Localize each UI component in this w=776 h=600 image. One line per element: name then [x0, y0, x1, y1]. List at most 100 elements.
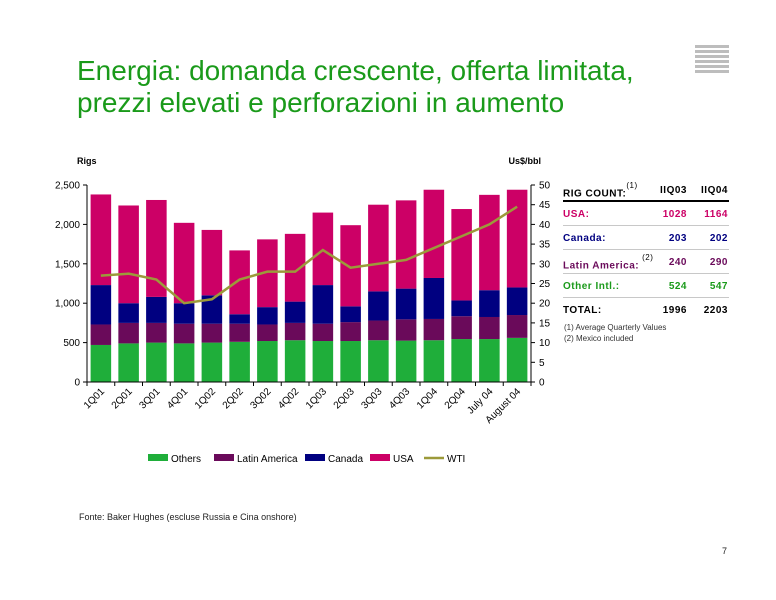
bar-latin-america — [229, 323, 250, 342]
bar-usa — [284, 233, 306, 302]
source-note: Fonte: Baker Hughes (escluse Russia e Ci… — [79, 512, 297, 522]
page-number: 7 — [722, 546, 728, 556]
bar-usa — [451, 209, 472, 301]
bar-latin-america — [506, 315, 528, 338]
y2-tick-label: 30 — [539, 259, 551, 270]
bar-others — [90, 344, 112, 382]
rig-count-header-note: (1) — [626, 181, 638, 190]
rig-count-note-2: (2) Mexico included — [564, 334, 634, 343]
x-tick-label: 4Q02 — [276, 386, 301, 411]
bar-latin-america — [201, 323, 223, 343]
legend-label: Latin America — [237, 454, 298, 465]
y-tick-label: 2,000 — [55, 220, 80, 231]
rig-count-header: RIG COUNT:(1) IIQ03 IIQ04 — [563, 178, 729, 202]
bar-canada — [451, 300, 472, 317]
bar-canada — [146, 296, 167, 323]
rig-count-row-v1: 1028 — [662, 209, 687, 220]
bar-usa — [90, 194, 112, 286]
bar-canada — [201, 295, 223, 324]
rig-count-row-v1: 203 — [668, 233, 687, 244]
x-tick-label: 1Q02 — [193, 386, 218, 411]
rig-count-total-v2: 2203 — [703, 305, 728, 316]
x-tick-label: 2Q01 — [110, 386, 135, 411]
y-tick-label: 0 — [74, 378, 80, 389]
legend-swatch-others — [148, 454, 168, 461]
bar-others — [506, 337, 528, 382]
bar-latin-america — [257, 324, 278, 342]
bar-canada — [312, 285, 334, 324]
bar-canada — [340, 306, 361, 323]
bar-canada — [368, 291, 389, 321]
rig-count-header-label: RIG COUNT: — [563, 188, 627, 200]
y-tick-label: 2,500 — [55, 181, 80, 192]
bar-latin-america — [368, 320, 389, 341]
logo-stripes-icon — [695, 45, 729, 75]
legend-swatch-canada — [305, 454, 325, 461]
rig-count-row-v2: 547 — [709, 281, 728, 292]
bar-canada — [479, 290, 500, 317]
bar-usa — [201, 229, 223, 296]
rig-count-row-v1: 524 — [668, 281, 687, 292]
rig-count-row: Canada: 203 202 — [563, 226, 729, 250]
x-tick-label: 3Q01 — [137, 386, 162, 411]
bar-latin-america — [423, 318, 445, 341]
y-tick-label: 500 — [63, 338, 80, 349]
bar-latin-america — [90, 324, 112, 345]
bar-others — [118, 343, 139, 382]
legend-label: WTI — [447, 454, 465, 465]
bar-canada — [257, 307, 278, 325]
bar-others — [451, 339, 472, 382]
legend-label: USA — [393, 454, 414, 465]
rig-count-table: RIG COUNT:(1) IIQ03 IIQ04 USA: 1028 1164 Ca… — [563, 178, 729, 321]
bar-usa — [229, 250, 250, 315]
x-tick-label: 4Q01 — [165, 386, 190, 411]
rig-count-row-v2: 202 — [709, 233, 728, 244]
bar-usa — [423, 189, 445, 278]
legend-label: Others — [171, 454, 201, 465]
bar-usa — [340, 225, 361, 307]
bar-latin-america — [312, 323, 334, 342]
bar-canada — [506, 287, 528, 316]
bar-canada — [284, 301, 306, 323]
bar-others — [479, 339, 500, 382]
rig-count-row-label: Other Intl.: — [563, 281, 620, 292]
bar-others — [201, 342, 223, 382]
x-tick-label: 3Q02 — [248, 386, 273, 411]
bar-latin-america — [118, 322, 139, 344]
bar-usa — [395, 200, 417, 289]
rig-count-total-label: TOTAL: — [563, 305, 602, 316]
bar-others — [146, 342, 167, 382]
bar-usa — [118, 205, 139, 304]
bar-usa — [257, 239, 278, 308]
bar-canada — [90, 285, 112, 325]
bar-latin-america — [479, 316, 500, 340]
bar-canada — [118, 303, 139, 323]
y2-tick-label: 5 — [539, 358, 545, 369]
bar-latin-america — [146, 322, 167, 343]
x-tick-label: 1Q04 — [415, 386, 440, 411]
y2-tick-label: 25 — [539, 279, 551, 290]
bar-latin-america — [340, 322, 361, 342]
bar-others — [229, 341, 250, 382]
bar-canada — [229, 314, 250, 324]
rig-count-row: USA: 1028 1164 — [563, 202, 729, 226]
legend-swatch-usa — [370, 454, 390, 461]
y2-tick-label: 40 — [539, 220, 551, 231]
rig-count-total-v1: 1996 — [662, 305, 687, 316]
rig-count-row-v2: 1164 — [704, 209, 728, 220]
bar-others — [395, 340, 417, 382]
y2-tick-label: 0 — [539, 378, 545, 389]
y-axis-title: Rigs — [77, 156, 97, 166]
rig-count-row: Other Intl.: 524 547 — [563, 274, 729, 298]
rig-count-row-note: (2) — [642, 253, 654, 262]
rig-count-row-label: USA: — [563, 209, 590, 220]
y2-tick-label: 20 — [539, 299, 551, 310]
bar-latin-america — [395, 319, 417, 341]
rig-count-col1: IIQ03 — [660, 185, 687, 196]
bar-usa — [506, 189, 528, 288]
bar-canada — [423, 277, 445, 319]
legend-swatch-latin-america — [214, 454, 234, 461]
y2-tick-label: 35 — [539, 240, 551, 251]
rig-count-col2: IIQ04 — [701, 185, 728, 196]
rig-count-total-row: TOTAL: 1996 2203 — [563, 298, 729, 321]
